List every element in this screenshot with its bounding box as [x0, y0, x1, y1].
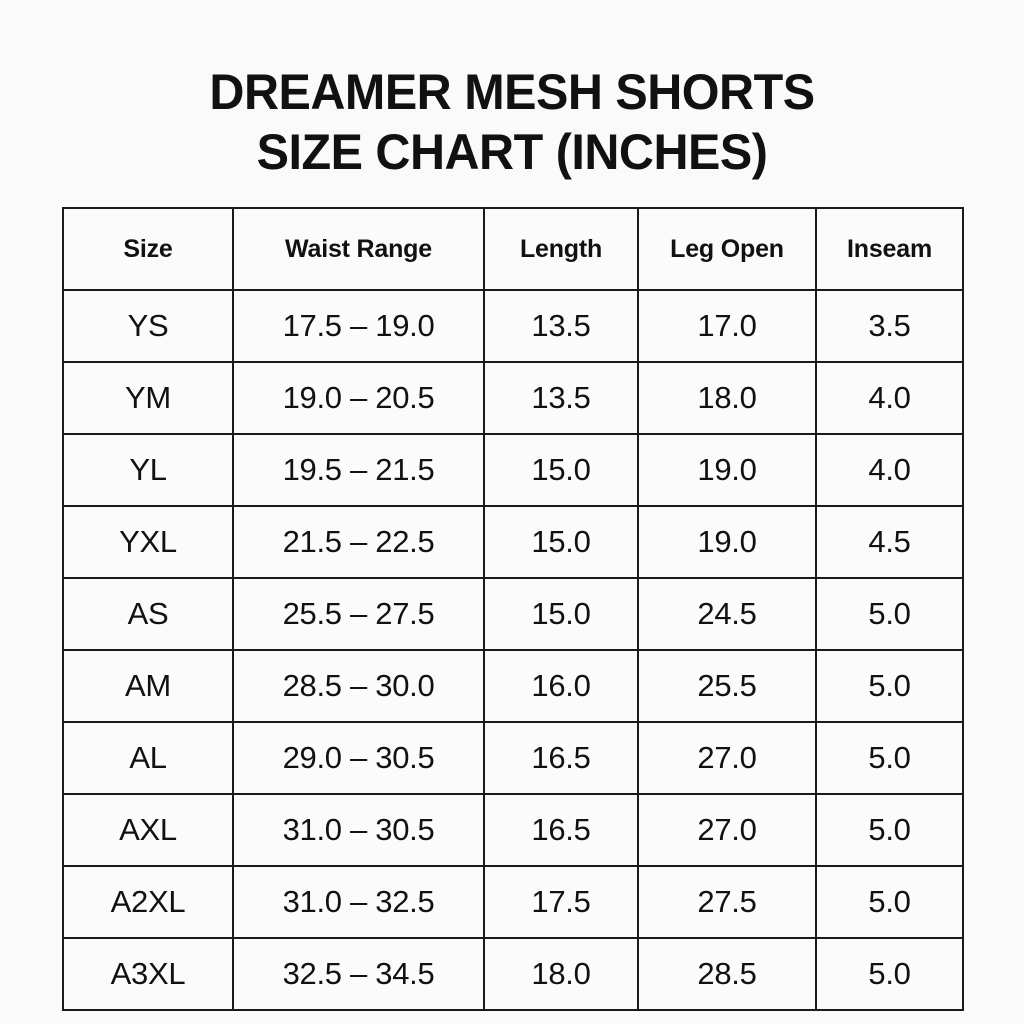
cell-inseam: 4.5	[815, 505, 964, 579]
cell-size: AM	[62, 649, 234, 723]
cell-inseam: 5.0	[815, 649, 964, 723]
cell-inseam: 5.0	[815, 721, 964, 795]
cell-leg-open: 27.0	[637, 793, 817, 867]
cell-inseam: 4.0	[815, 433, 964, 507]
cell-size: A2XL	[62, 865, 234, 939]
cell-leg-open: 25.5	[637, 649, 817, 723]
cell-leg-open: 27.5	[637, 865, 817, 939]
cell-length: 18.0	[483, 937, 639, 1011]
cell-leg-open: 18.0	[637, 361, 817, 435]
cell-inseam: 5.0	[815, 865, 964, 939]
cell-length: 15.0	[483, 505, 639, 579]
cell-waist-range: 21.5 – 22.5	[232, 505, 485, 579]
cell-waist-range: 17.5 – 19.0	[232, 289, 485, 363]
cell-leg-open: 27.0	[637, 721, 817, 795]
cell-size: YXL	[62, 505, 234, 579]
title-line-2: SIZE CHART (INCHES)	[256, 124, 768, 180]
table-row: AM 28.5 – 30.0 16.0 25.5 5.0	[62, 649, 964, 723]
table-row: AXL 31.0 – 30.5 16.5 27.0 5.0	[62, 793, 964, 867]
cell-inseam: 5.0	[815, 793, 964, 867]
column-header-size: Size	[62, 207, 234, 291]
cell-size: YS	[62, 289, 234, 363]
cell-length: 15.0	[483, 577, 639, 651]
table-row: YS 17.5 – 19.0 13.5 17.0 3.5	[62, 289, 964, 363]
table-row: AS 25.5 – 27.5 15.0 24.5 5.0	[62, 577, 964, 651]
table-row: A2XL 31.0 – 32.5 17.5 27.5 5.0	[62, 865, 964, 939]
cell-size: AS	[62, 577, 234, 651]
table-row: A3XL 32.5 – 34.5 18.0 28.5 5.0	[62, 937, 964, 1011]
column-header-legopen: Leg Open	[637, 207, 817, 291]
table-body: YS 17.5 – 19.0 13.5 17.0 3.5 YM 19.0 – 2…	[62, 289, 964, 1011]
cell-length: 16.0	[483, 649, 639, 723]
cell-waist-range: 28.5 – 30.0	[232, 649, 485, 723]
cell-leg-open: 28.5	[637, 937, 817, 1011]
cell-inseam: 4.0	[815, 361, 964, 435]
cell-length: 13.5	[483, 289, 639, 363]
table-header: Size Waist Range Length Leg Open Inseam	[62, 207, 964, 291]
cell-waist-range: 29.0 – 30.5	[232, 721, 485, 795]
table-header-row: Size Waist Range Length Leg Open Inseam	[62, 207, 964, 291]
cell-leg-open: 19.0	[637, 433, 817, 507]
cell-leg-open: 24.5	[637, 577, 817, 651]
cell-length: 17.5	[483, 865, 639, 939]
cell-waist-range: 19.5 – 21.5	[232, 433, 485, 507]
cell-leg-open: 19.0	[637, 505, 817, 579]
column-header-length: Length	[483, 207, 639, 291]
table-row: YXL 21.5 – 22.5 15.0 19.0 4.5	[62, 505, 964, 579]
cell-inseam: 5.0	[815, 937, 964, 1011]
cell-waist-range: 31.0 – 32.5	[232, 865, 485, 939]
cell-waist-range: 31.0 – 30.5	[232, 793, 485, 867]
cell-inseam: 5.0	[815, 577, 964, 651]
cell-length: 16.5	[483, 721, 639, 795]
cell-waist-range: 19.0 – 20.5	[232, 361, 485, 435]
cell-length: 16.5	[483, 793, 639, 867]
cell-length: 15.0	[483, 433, 639, 507]
page-title: DREAMER MESH SHORTS SIZE CHART (INCHES)	[0, 62, 1024, 182]
cell-size: AL	[62, 721, 234, 795]
cell-waist-range: 25.5 – 27.5	[232, 577, 485, 651]
table-row: AL 29.0 – 30.5 16.5 27.0 5.0	[62, 721, 964, 795]
title-line-1: DREAMER MESH SHORTS	[209, 64, 815, 120]
column-header-inseam: Inseam	[815, 207, 964, 291]
table-row: YL 19.5 – 21.5 15.0 19.0 4.0	[62, 433, 964, 507]
cell-leg-open: 17.0	[637, 289, 817, 363]
size-chart-table: Size Waist Range Length Leg Open Inseam …	[62, 207, 964, 1011]
table-row: YM 19.0 – 20.5 13.5 18.0 4.0	[62, 361, 964, 435]
cell-size: YL	[62, 433, 234, 507]
cell-inseam: 3.5	[815, 289, 964, 363]
cell-waist-range: 32.5 – 34.5	[232, 937, 485, 1011]
cell-size: YM	[62, 361, 234, 435]
cell-length: 13.5	[483, 361, 639, 435]
column-header-waist: Waist Range	[232, 207, 485, 291]
cell-size: A3XL	[62, 937, 234, 1011]
cell-size: AXL	[62, 793, 234, 867]
